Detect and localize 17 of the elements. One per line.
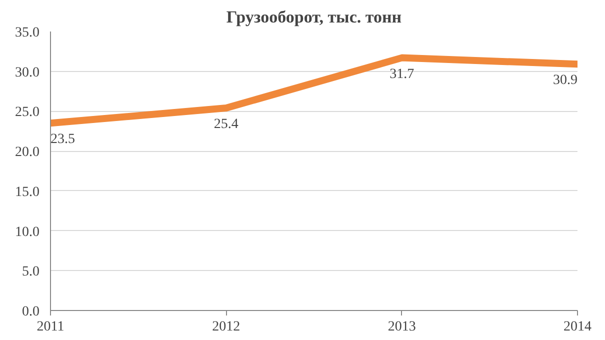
data-label: 31.7: [390, 66, 414, 82]
x-tick-label: 2013: [388, 320, 416, 334]
y-tick-label: 0.0: [22, 304, 40, 320]
x-tick-label: 2014: [564, 320, 592, 334]
data-label: 23.5: [50, 132, 75, 148]
data-label: 25.4: [214, 117, 238, 132]
data-label: 30.9: [553, 73, 578, 88]
y-tick-label: 25.0: [15, 105, 40, 120]
chart-title: Грузооборот, тыс. тонн: [226, 8, 402, 26]
y-tick-label: 35.0: [15, 26, 40, 40]
y-tick-label: 5.0: [22, 264, 40, 280]
y-tick-label: 20.0: [15, 145, 40, 160]
x-tick-label: 2012: [212, 320, 240, 334]
y-tick-label: 15.0: [15, 184, 40, 200]
y-tick-label: 30.0: [15, 65, 40, 80]
x-tick-label: 2011: [36, 320, 64, 334]
y-tick-label: 10.0: [15, 224, 40, 240]
